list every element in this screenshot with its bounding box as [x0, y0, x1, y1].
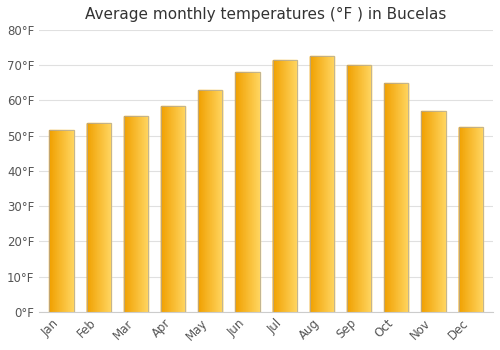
Bar [236, 72, 260, 312]
Bar [272, 60, 297, 312]
Title: Average monthly temperatures (°F ) in Bucelas: Average monthly temperatures (°F ) in Bu… [86, 7, 447, 22]
Bar [310, 56, 334, 312]
Bar [347, 65, 371, 312]
Bar [161, 106, 185, 312]
Bar [384, 83, 408, 312]
Bar [198, 90, 222, 312]
Bar [50, 131, 74, 312]
Bar [458, 127, 483, 312]
Bar [86, 124, 111, 312]
Bar [124, 116, 148, 312]
Bar [422, 111, 446, 312]
